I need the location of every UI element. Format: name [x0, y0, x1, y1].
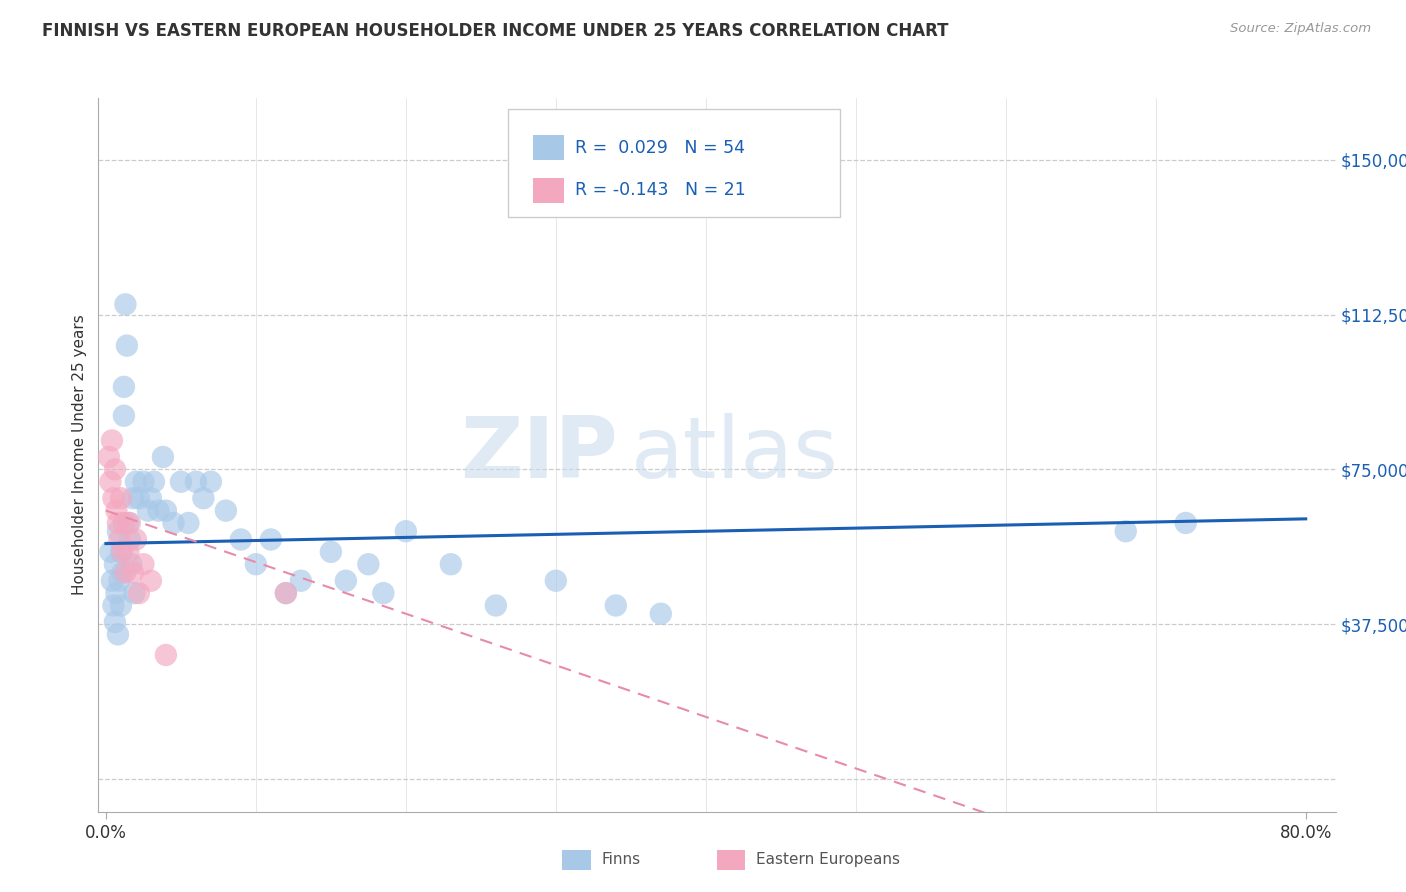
- Point: [105, 503, 128, 517]
- Point: [184, 475, 207, 489]
- Point: [148, 503, 170, 517]
- Text: FINNISH VS EASTERN EUROPEAN HOUSEHOLDER INCOME UNDER 25 YEARS CORRELATION CHART: FINNISH VS EASTERN EUROPEAN HOUSEHOLDER …: [42, 22, 949, 40]
- Point: [193, 491, 215, 506]
- Text: atlas: atlas: [630, 413, 838, 497]
- Point: [117, 545, 139, 559]
- Point: [274, 586, 297, 600]
- Point: [128, 586, 150, 600]
- Point: [155, 648, 177, 662]
- Point: [122, 566, 145, 580]
- Point: [107, 524, 129, 539]
- Point: [118, 533, 141, 547]
- Point: [200, 475, 222, 489]
- Point: [112, 516, 135, 530]
- Point: [103, 491, 125, 506]
- Point: [117, 516, 139, 530]
- Point: [290, 574, 312, 588]
- Point: [650, 607, 672, 621]
- Point: [162, 516, 184, 530]
- Point: [110, 491, 132, 506]
- Point: [177, 516, 200, 530]
- Point: [104, 615, 127, 629]
- Point: [115, 338, 138, 352]
- Point: [107, 627, 129, 641]
- Point: [357, 558, 380, 572]
- Point: [139, 491, 162, 506]
- Point: [132, 558, 155, 572]
- Point: [112, 409, 135, 423]
- Point: [124, 586, 146, 600]
- Point: [120, 558, 142, 572]
- Point: [125, 533, 148, 547]
- Point: [114, 297, 136, 311]
- Point: [128, 491, 150, 506]
- Point: [101, 574, 124, 588]
- Point: [155, 503, 177, 517]
- Point: [110, 599, 132, 613]
- Point: [395, 524, 418, 539]
- Text: Eastern Europeans: Eastern Europeans: [756, 853, 900, 867]
- Point: [110, 545, 132, 559]
- Point: [139, 574, 162, 588]
- Point: [136, 503, 159, 517]
- Point: [118, 516, 141, 530]
- Text: R =  0.029   N = 54: R = 0.029 N = 54: [575, 139, 745, 157]
- Point: [107, 516, 129, 530]
- Point: [104, 462, 127, 476]
- Text: Finns: Finns: [602, 853, 641, 867]
- Text: R = -0.143   N = 21: R = -0.143 N = 21: [575, 181, 747, 200]
- Point: [605, 599, 627, 613]
- Point: [104, 558, 127, 572]
- Point: [274, 586, 297, 600]
- Point: [108, 533, 131, 547]
- Point: [97, 450, 120, 464]
- Point: [100, 475, 122, 489]
- Point: [229, 533, 252, 547]
- Text: Source: ZipAtlas.com: Source: ZipAtlas.com: [1230, 22, 1371, 36]
- Point: [319, 545, 342, 559]
- Point: [112, 380, 135, 394]
- Point: [114, 566, 136, 580]
- Point: [100, 545, 122, 559]
- Point: [111, 566, 134, 580]
- Point: [373, 586, 395, 600]
- Point: [544, 574, 567, 588]
- Point: [440, 558, 463, 572]
- Point: [335, 574, 357, 588]
- Point: [132, 475, 155, 489]
- Point: [101, 434, 124, 448]
- Point: [152, 450, 174, 464]
- Point: [108, 574, 131, 588]
- Point: [142, 475, 165, 489]
- Point: [1174, 516, 1197, 530]
- Point: [485, 599, 508, 613]
- Point: [103, 599, 125, 613]
- Y-axis label: Householder Income Under 25 years: Householder Income Under 25 years: [72, 315, 87, 595]
- Point: [125, 475, 148, 489]
- Point: [260, 533, 283, 547]
- Point: [1115, 524, 1137, 539]
- Point: [170, 475, 193, 489]
- Text: ZIP: ZIP: [460, 413, 619, 497]
- Point: [111, 545, 134, 559]
- Point: [105, 586, 128, 600]
- Point: [245, 558, 267, 572]
- Point: [215, 503, 238, 517]
- Point: [122, 491, 145, 506]
